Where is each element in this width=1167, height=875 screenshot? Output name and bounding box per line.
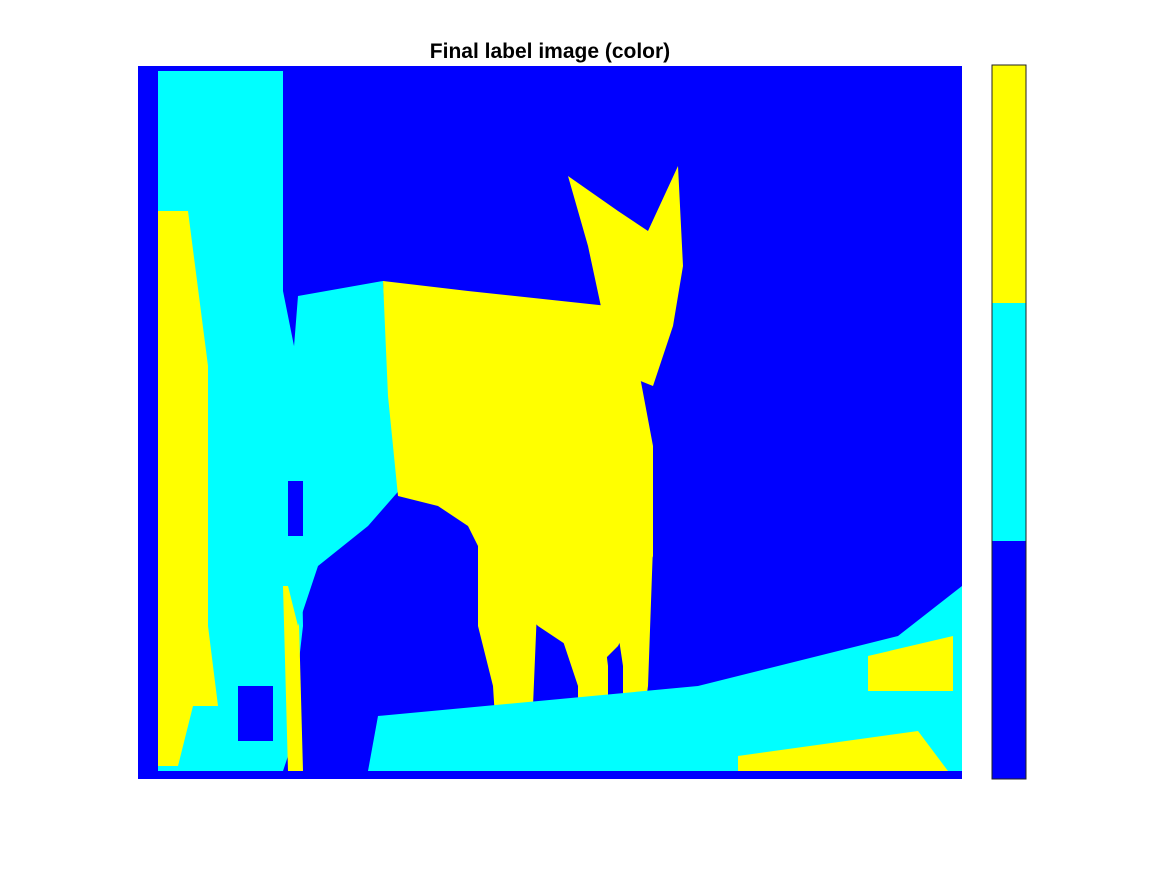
region-deer-head — [568, 166, 683, 386]
chart-title: Final label image (color) — [430, 40, 670, 63]
region-deer-shoulder — [283, 281, 403, 626]
colorbar-segment-1 — [992, 541, 1026, 779]
region-shadow-1 — [238, 686, 273, 741]
region-tree-highlight — [158, 211, 218, 766]
region-ground — [368, 586, 962, 771]
region-deer-body — [383, 281, 653, 666]
label-image — [138, 66, 962, 779]
colorbar-segment-3 — [992, 65, 1026, 303]
colorbar-border — [991, 64, 1027, 780]
region-shadow-2 — [288, 481, 303, 536]
colorbar — [991, 64, 1027, 780]
region-ground-patch-2 — [738, 731, 948, 771]
region-ground-patch-1 — [868, 636, 953, 691]
region-trunk-edge — [283, 586, 303, 771]
colorbar-segment-2 — [992, 303, 1026, 541]
